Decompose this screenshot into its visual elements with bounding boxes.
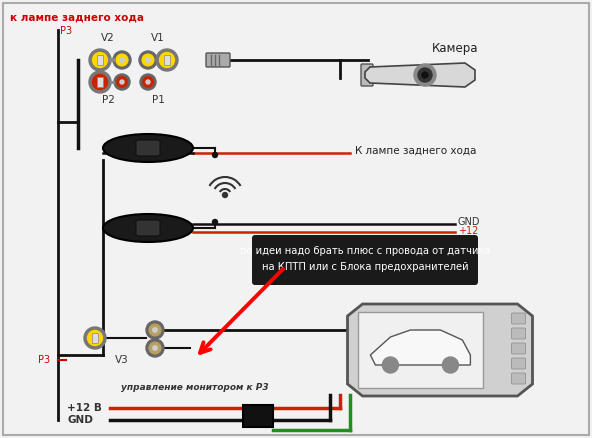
FancyBboxPatch shape	[92, 333, 98, 343]
Text: P3: P3	[38, 355, 50, 365]
Circle shape	[153, 346, 157, 350]
FancyBboxPatch shape	[3, 3, 589, 435]
Text: V1: V1	[151, 33, 165, 43]
Circle shape	[143, 77, 153, 87]
Polygon shape	[348, 304, 532, 396]
Ellipse shape	[103, 214, 193, 242]
Circle shape	[92, 74, 108, 89]
Circle shape	[139, 51, 157, 69]
FancyBboxPatch shape	[511, 373, 526, 384]
Text: по идеи надо брать плюс с провода от датчика: по идеи надо брать плюс с провода от дат…	[240, 246, 490, 256]
Circle shape	[89, 49, 111, 71]
Circle shape	[113, 51, 131, 69]
Circle shape	[120, 58, 124, 62]
FancyBboxPatch shape	[358, 312, 483, 388]
Circle shape	[149, 342, 161, 354]
Circle shape	[146, 58, 150, 62]
Circle shape	[442, 357, 458, 373]
Text: P1: P1	[152, 95, 165, 105]
FancyBboxPatch shape	[96, 55, 103, 65]
Text: к лампе заднего хода: к лампе заднего хода	[10, 12, 144, 22]
Text: GND: GND	[458, 217, 481, 227]
Circle shape	[149, 324, 161, 336]
FancyBboxPatch shape	[511, 313, 526, 324]
Polygon shape	[371, 330, 471, 365]
Circle shape	[223, 192, 227, 198]
Circle shape	[422, 72, 428, 78]
Text: Камера: Камера	[432, 42, 478, 55]
Bar	[243, 405, 273, 427]
Circle shape	[213, 152, 217, 158]
Text: на КПТП или с Блока предохранителей: на КПТП или с Блока предохранителей	[262, 262, 468, 272]
Circle shape	[117, 77, 127, 87]
FancyBboxPatch shape	[206, 53, 230, 67]
FancyBboxPatch shape	[511, 343, 526, 354]
Circle shape	[156, 49, 178, 71]
Circle shape	[142, 54, 154, 66]
FancyBboxPatch shape	[136, 140, 160, 156]
Circle shape	[146, 80, 150, 84]
Circle shape	[414, 64, 436, 86]
Text: +12 В: +12 В	[67, 403, 102, 413]
Circle shape	[418, 68, 432, 82]
FancyBboxPatch shape	[164, 55, 170, 65]
FancyBboxPatch shape	[511, 358, 526, 369]
Text: P3: P3	[60, 26, 72, 36]
Circle shape	[140, 74, 156, 90]
FancyBboxPatch shape	[252, 235, 478, 285]
Text: управление монитором к Р3: управление монитором к Р3	[121, 383, 269, 392]
Circle shape	[116, 54, 128, 66]
Text: +12: +12	[458, 226, 478, 236]
Ellipse shape	[103, 134, 193, 162]
Text: V2: V2	[101, 33, 115, 43]
Circle shape	[92, 53, 108, 67]
FancyBboxPatch shape	[96, 77, 103, 87]
Circle shape	[159, 53, 175, 67]
Polygon shape	[365, 63, 475, 87]
Text: К лампе заднего хода: К лампе заднего хода	[355, 146, 477, 156]
FancyBboxPatch shape	[511, 328, 526, 339]
Text: P2: P2	[102, 95, 114, 105]
Circle shape	[146, 321, 164, 339]
Circle shape	[153, 328, 157, 332]
FancyBboxPatch shape	[136, 220, 160, 236]
Circle shape	[89, 71, 111, 93]
Text: GND: GND	[67, 415, 93, 425]
Text: V3: V3	[115, 355, 128, 365]
Circle shape	[213, 219, 217, 225]
Circle shape	[114, 74, 130, 90]
Circle shape	[382, 357, 398, 373]
Circle shape	[88, 331, 102, 346]
Circle shape	[84, 327, 106, 349]
Circle shape	[146, 339, 164, 357]
FancyBboxPatch shape	[361, 64, 373, 86]
Circle shape	[120, 80, 124, 84]
